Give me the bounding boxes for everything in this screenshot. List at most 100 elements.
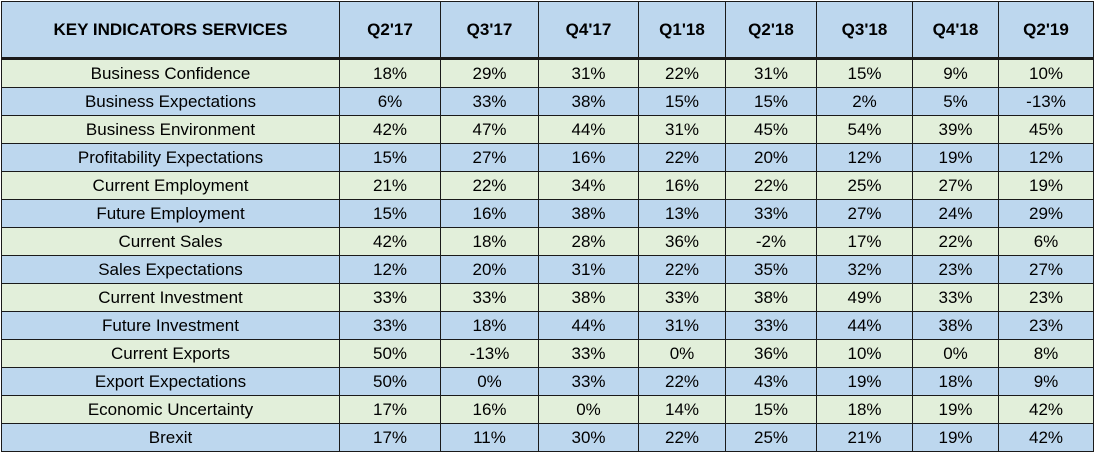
value-cell: 33%: [339, 311, 441, 340]
value-cell: 27%: [816, 199, 913, 228]
indicator-label: Business Expectations: [1, 87, 340, 116]
value-cell: 42%: [998, 395, 1094, 424]
header-cell-quarter: Q4'18: [912, 1, 999, 60]
value-cell: 22%: [912, 227, 999, 256]
value-cell: 0%: [638, 339, 726, 368]
value-cell: 2%: [816, 87, 913, 116]
indicator-label: Current Sales: [1, 227, 340, 256]
value-cell: 38%: [912, 311, 999, 340]
value-cell: 22%: [440, 171, 539, 200]
value-cell: 44%: [538, 115, 639, 144]
value-cell: 25%: [816, 171, 913, 200]
value-cell: -13%: [998, 87, 1094, 116]
value-cell: 35%: [725, 255, 817, 284]
indicator-label: Economic Uncertainty: [1, 395, 340, 424]
indicator-label: Current Exports: [1, 339, 340, 368]
value-cell: 18%: [440, 227, 539, 256]
header-cell-indicator: KEY INDICATORS SERVICES: [1, 1, 340, 60]
value-cell: 20%: [440, 255, 539, 284]
value-cell: 13%: [638, 199, 726, 228]
value-cell: 11%: [440, 423, 539, 452]
value-cell: 29%: [440, 58, 539, 88]
value-cell: 54%: [816, 115, 913, 144]
value-cell: 6%: [339, 87, 441, 116]
value-cell: 45%: [725, 115, 817, 144]
header-cell-quarter: Q4'17: [538, 1, 639, 60]
value-cell: 22%: [638, 143, 726, 172]
indicator-label: Business Confidence: [1, 58, 340, 88]
value-cell: 16%: [638, 171, 726, 200]
value-cell: 9%: [912, 58, 999, 88]
value-cell: 15%: [339, 143, 441, 172]
value-cell: 22%: [638, 367, 726, 396]
indicator-label: Future Investment: [1, 311, 340, 340]
value-cell: 22%: [638, 58, 726, 88]
value-cell: 20%: [725, 143, 817, 172]
value-cell: 38%: [538, 283, 639, 312]
table-row: Future Employment 15% 16% 38% 13% 33% 27% 24% 29…: [1, 199, 1094, 228]
value-cell: 24%: [912, 199, 999, 228]
value-cell: 33%: [538, 339, 639, 368]
value-cell: 22%: [725, 171, 817, 200]
indicator-label: Current Investment: [1, 283, 340, 312]
value-cell: 15%: [638, 87, 726, 116]
indicator-label: Export Expectations: [1, 367, 340, 396]
value-cell: 18%: [440, 311, 539, 340]
value-cell: 33%: [538, 367, 639, 396]
value-cell: 23%: [912, 255, 999, 284]
value-cell: 15%: [725, 395, 817, 424]
value-cell: 12%: [998, 143, 1094, 172]
value-cell: 18%: [339, 58, 441, 88]
value-cell: 45%: [998, 115, 1094, 144]
value-cell: 16%: [440, 395, 539, 424]
value-cell: 50%: [339, 367, 441, 396]
value-cell: 31%: [638, 115, 726, 144]
header-cell-quarter: Q2'18: [725, 1, 817, 60]
value-cell: -13%: [440, 339, 539, 368]
value-cell: 25%: [725, 423, 817, 452]
value-cell: 15%: [725, 87, 817, 116]
value-cell: 19%: [912, 423, 999, 452]
value-cell: 16%: [440, 199, 539, 228]
table-row: Current Investment 33% 33% 38% 33% 38% 49% 33% 2…: [1, 283, 1094, 312]
value-cell: 33%: [912, 283, 999, 312]
table-row: Future Investment 33% 18% 44% 31% 33% 44% 38% 23…: [1, 311, 1094, 340]
value-cell: 23%: [998, 283, 1094, 312]
header-cell-quarter: Q3'17: [440, 1, 539, 60]
value-cell: 10%: [816, 339, 913, 368]
header-cell-quarter: Q3'18: [816, 1, 913, 60]
table-row: Brexit 17% 11% 30% 22% 25% 21% 19% 42%: [1, 423, 1094, 452]
value-cell: 9%: [998, 367, 1094, 396]
value-cell: 12%: [816, 143, 913, 172]
value-cell: 30%: [538, 423, 639, 452]
value-cell: 19%: [998, 171, 1094, 200]
header-row: KEY INDICATORS SERVICES Q2'17 Q3'17 Q4'17 Q1…: [1, 1, 1094, 60]
indicator-label: Brexit: [1, 423, 340, 452]
value-cell: 32%: [816, 255, 913, 284]
value-cell: 19%: [816, 367, 913, 396]
table-row: Business Expectations 6% 33% 38% 15% 15% 2% 5% -…: [1, 87, 1094, 116]
value-cell: 44%: [538, 311, 639, 340]
value-cell: 29%: [998, 199, 1094, 228]
indicator-label: Sales Expectations: [1, 255, 340, 284]
value-cell: 27%: [912, 171, 999, 200]
value-cell: 10%: [998, 58, 1094, 88]
value-cell: 22%: [638, 423, 726, 452]
table-row: Export Expectations 50% 0% 33% 22% 43% 19% 18% 9…: [1, 367, 1094, 396]
indicator-label: Future Employment: [1, 199, 340, 228]
table-row: Business Environment 42% 47% 44% 31% 45% 54% 39…: [1, 115, 1094, 144]
value-cell: -2%: [725, 227, 817, 256]
value-cell: 17%: [339, 423, 441, 452]
table-row: Current Exports 50% -13% 33% 0% 36% 10% 0% 8%: [1, 339, 1094, 368]
value-cell: 42%: [339, 115, 441, 144]
header-cell-quarter: Q2'17: [339, 1, 441, 60]
value-cell: 42%: [339, 227, 441, 256]
table-row: Current Employment 21% 22% 34% 16% 22% 25% 27% 1…: [1, 171, 1094, 200]
value-cell: 42%: [998, 423, 1094, 452]
value-cell: 22%: [638, 255, 726, 284]
value-cell: 14%: [638, 395, 726, 424]
indicator-label: Business Environment: [1, 115, 340, 144]
value-cell: 15%: [816, 58, 913, 88]
table-row: Profitability Expectations 15% 27% 16% 22% 20…: [1, 143, 1094, 172]
